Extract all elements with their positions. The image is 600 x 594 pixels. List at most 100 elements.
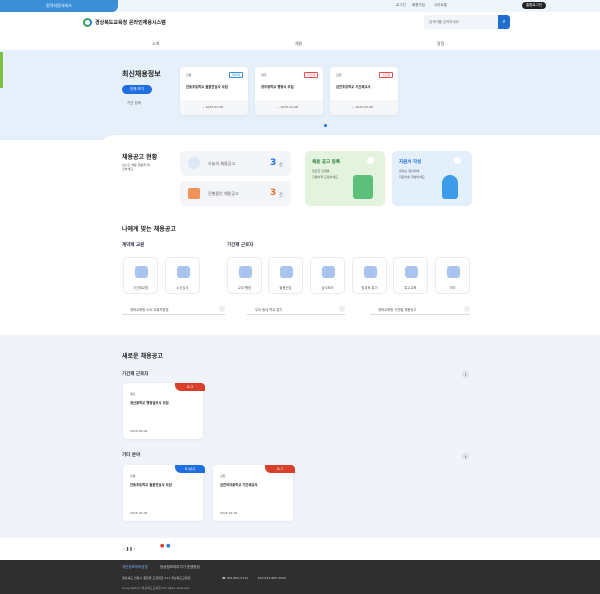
- latest-job-card[interactable]: 안동 계약제 안동초등학교 돌봄전담사 모집 ~ 2025-02-08: [180, 67, 248, 115]
- plus-icon: [339, 306, 345, 312]
- card-region: 경주: [261, 73, 267, 77]
- latest-job-card[interactable]: 김천 기간제 김천초등학교 기간제교사 ~ 2025-02-08: [330, 67, 398, 115]
- latest-title: 최신채용정보: [122, 70, 161, 78]
- group-contract-teacher: 계약제 교원: [122, 243, 145, 248]
- card-date: 2025-02-05: [130, 511, 148, 515]
- today-count: 3: [270, 158, 277, 168]
- person-resume-icon: [442, 175, 458, 199]
- category-icon: [405, 266, 418, 278]
- category-label: 돌봄전담: [279, 286, 292, 290]
- sitemap-link[interactable]: 사이트맵: [434, 3, 447, 7]
- category-icon: [322, 266, 335, 278]
- cat1-title: 기간제 근로자: [122, 372, 149, 377]
- ongoing-count: 3: [270, 188, 277, 198]
- search-icon: ⌕: [502, 18, 506, 25]
- card-region: 김천: [336, 73, 342, 77]
- arrow-icon: [454, 157, 461, 164]
- top-bar: [0, 0, 600, 12]
- register-desc2: 간편하게 모집하세요: [312, 175, 338, 179]
- quick-link[interactable]: 경북교육청 기관별 채용공고: [370, 305, 470, 315]
- deadline-ribbon: D-7: [265, 465, 295, 473]
- category-button[interactable]: 급식조리: [310, 257, 345, 294]
- match-title: 나에게 맞는 채용공고: [122, 226, 176, 233]
- signup-link[interactable]: 회원가입: [412, 3, 425, 7]
- category-button[interactable]: 기간제교원: [123, 257, 158, 294]
- resume-desc2: 지원서를 작성하세요: [399, 175, 425, 179]
- resume-desc1: 원하는 일자리에: [399, 169, 420, 173]
- site-title[interactable]: 경상북도교육청 온라인채용시스템: [95, 20, 166, 26]
- card-badge: 계약제: [228, 72, 243, 78]
- partner-controls[interactable]: ‹ ❚❚ ›: [123, 546, 136, 551]
- quick-link[interactable]: 경북교육청 소속 교육지원청: [122, 305, 225, 315]
- integrated-login-button[interactable]: 통합로그인: [522, 2, 546, 9]
- category-button[interactable]: 기타: [435, 257, 470, 294]
- register-title: 채용 공고 등록: [312, 160, 340, 165]
- new-job-card[interactable]: D-3 경산 경산중학교 행정실무사 모집 2025-02-04: [123, 383, 205, 439]
- card-badge: 기간제: [378, 72, 393, 78]
- new-job-card[interactable]: D-7 김천 김천여자중학교 기간제교사 2025-02-05: [213, 465, 295, 521]
- category-button[interactable]: 방과후·특기: [352, 257, 387, 294]
- card-date: 2025-02-05: [220, 511, 238, 515]
- category-button[interactable]: 시간강사: [165, 257, 200, 294]
- view-all-button[interactable]: 전체 보기: [122, 85, 152, 94]
- search-button[interactable]: ⌕: [498, 15, 510, 29]
- category-label: 기간제교원: [132, 286, 149, 290]
- login-link[interactable]: 로그인: [396, 3, 406, 7]
- plus-icon: [464, 306, 470, 312]
- privacy-link[interactable]: 개인정보처리방침: [122, 565, 148, 569]
- cat1-more-button[interactable]: ›: [462, 371, 469, 378]
- partner-logo[interactable]: ● ●: [160, 543, 171, 549]
- card-region: 경산: [130, 392, 136, 396]
- card-region: 안동: [130, 474, 136, 478]
- category-label: 시간강사: [176, 286, 189, 290]
- today-unit: 건: [279, 162, 283, 167]
- category-label: 특수교육: [404, 286, 417, 290]
- new-jobs-section: [0, 335, 600, 538]
- register-desc1: 필요한 인재를: [312, 169, 330, 173]
- resume-title: 지원서 작성: [399, 160, 422, 165]
- remote-support-tab[interactable]: 원격지원서비스: [0, 0, 118, 12]
- person-icon: [188, 157, 200, 169]
- category-icon: [280, 266, 293, 278]
- card-date: ~ 2025-02-08: [202, 105, 223, 109]
- quick-link-label: 우리 동네 학교 찾기: [255, 308, 283, 312]
- logo-icon: [83, 18, 92, 27]
- ongoing-stat-card[interactable]: 진행중인 채용공고 3 건: [180, 181, 291, 206]
- category-button[interactable]: 특수교육: [393, 257, 428, 294]
- plus-icon: [219, 306, 225, 312]
- footer-tel: ☎ 054-805-3114: [222, 576, 248, 580]
- cat2-more-button[interactable]: ›: [462, 453, 469, 460]
- category-button[interactable]: 교무·행정: [227, 257, 262, 294]
- category-icon: [239, 266, 252, 278]
- clipboard-icon: [353, 175, 373, 199]
- card-title: 안동초등학교 돌봄전담사 모집: [130, 483, 172, 487]
- category-label: 방과후·특기: [361, 286, 378, 290]
- latest-job-card[interactable]: 경주 기간제 경주중학교 행정사 모집 ~ 2025-02-08: [255, 67, 323, 115]
- nav-intro[interactable]: 소개: [152, 41, 160, 46]
- card-date: 2025-02-04: [130, 429, 148, 433]
- category-button[interactable]: 돌봄전담: [268, 257, 303, 294]
- briefcase-icon: [188, 188, 200, 199]
- agency-search-link[interactable]: 기관 검색: [127, 101, 141, 105]
- card-region: 안동: [186, 73, 192, 77]
- new-job-card[interactable]: D-상시 안동 안동초등학교 돌봄전담사 모집 2025-02-05: [123, 465, 205, 521]
- card-title: 안동초등학교 돌봄전담사 모집: [186, 85, 228, 89]
- ongoing-unit: 건: [279, 192, 283, 197]
- register-job-card[interactable]: 채용 공고 등록 필요한 인재를 간편하게 모집하세요: [305, 151, 385, 206]
- carousel-dot[interactable]: [324, 124, 327, 127]
- footer-fax: FAX 054-805-3099: [258, 576, 286, 580]
- quick-link[interactable]: 우리 동네 학교 찾기: [247, 305, 345, 315]
- footer: [0, 560, 600, 594]
- ongoing-label: 진행중인 채용공고: [208, 191, 239, 196]
- search-input[interactable]: [424, 15, 499, 29]
- cctv-policy-link[interactable]: 영상정보처리기기 운영방침: [160, 565, 200, 569]
- today-stat-card[interactable]: 오늘의 채용공고 3 건: [180, 151, 291, 176]
- card-region: 김천: [220, 474, 226, 478]
- write-resume-card[interactable]: 지원서 작성 원하는 일자리에 지원서를 작성하세요: [392, 151, 472, 206]
- category-label: 교무·행정: [237, 286, 252, 290]
- nav-recruit[interactable]: 채용: [295, 41, 303, 46]
- deadline-ribbon: D-3: [175, 383, 205, 391]
- nav-notice[interactable]: 알림: [437, 41, 445, 46]
- category-label: 기타: [449, 286, 456, 290]
- status-subtitle: 실시간 채용 현황을 확인하세요: [122, 163, 150, 171]
